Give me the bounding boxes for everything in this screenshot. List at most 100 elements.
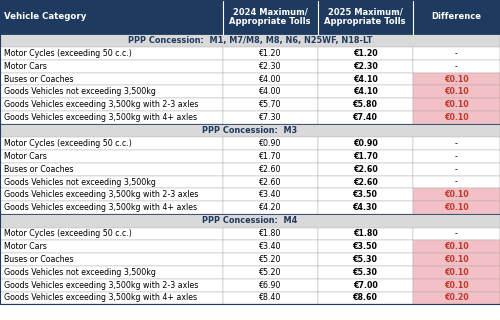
Bar <box>0 0 222 34</box>
Text: €4.30: €4.30 <box>352 203 378 212</box>
Text: €2.60: €2.60 <box>259 178 281 187</box>
Bar <box>222 73 318 85</box>
Bar <box>412 188 500 201</box>
Bar <box>222 85 318 98</box>
Bar <box>222 188 318 201</box>
Text: Buses or Coaches: Buses or Coaches <box>4 165 73 174</box>
Text: €0.90: €0.90 <box>352 139 378 148</box>
Bar <box>412 279 500 292</box>
Text: Motor Cycles (exceeding 50 c.c.): Motor Cycles (exceeding 50 c.c.) <box>4 49 132 58</box>
Bar <box>318 228 412 240</box>
Bar <box>0 228 222 240</box>
Text: Goods Vehicles exceeding 3,500kg with 4+ axles: Goods Vehicles exceeding 3,500kg with 4+… <box>4 113 197 122</box>
Text: €3.40: €3.40 <box>259 242 281 251</box>
Text: €0.10: €0.10 <box>444 113 468 122</box>
Bar <box>318 98 412 111</box>
Text: €0.10: €0.10 <box>444 75 468 84</box>
Text: €2.60: €2.60 <box>352 165 378 174</box>
Text: €3.40: €3.40 <box>259 190 281 199</box>
Text: €5.20: €5.20 <box>259 268 281 277</box>
Text: €1.70: €1.70 <box>352 152 378 161</box>
Bar <box>318 201 412 214</box>
Text: €1.80: €1.80 <box>259 229 281 238</box>
Bar <box>222 292 318 304</box>
Bar <box>412 176 500 188</box>
Text: €5.80: €5.80 <box>352 100 378 109</box>
Bar <box>318 279 412 292</box>
Text: -: - <box>455 229 458 238</box>
Text: €0.10: €0.10 <box>444 203 468 212</box>
Text: €1.80: €1.80 <box>352 229 378 238</box>
Text: €0.10: €0.10 <box>444 242 468 251</box>
Text: Buses or Coaches: Buses or Coaches <box>4 255 73 264</box>
Bar <box>0 73 222 85</box>
Bar <box>222 150 318 163</box>
Text: €2.30: €2.30 <box>259 62 281 71</box>
Text: Motor Cars: Motor Cars <box>4 62 47 71</box>
Text: €7.30: €7.30 <box>259 113 281 122</box>
Bar <box>318 188 412 201</box>
Bar <box>222 266 318 279</box>
Text: PPP Concession:  M1, M7/M8, M8, N6, N25WF, N18-LT: PPP Concession: M1, M7/M8, M8, N6, N25WF… <box>128 36 372 45</box>
Bar <box>412 228 500 240</box>
Text: -: - <box>455 152 458 161</box>
Text: PPP Concession:  M3: PPP Concession: M3 <box>202 126 298 135</box>
Text: €8.60: €8.60 <box>352 293 378 302</box>
Text: €1.20: €1.20 <box>352 49 378 58</box>
Bar <box>0 176 222 188</box>
Text: €2.30: €2.30 <box>352 62 378 71</box>
Text: Goods Vehicles not exceeding 3,500kg: Goods Vehicles not exceeding 3,500kg <box>4 178 156 187</box>
Text: €0.10: €0.10 <box>444 255 468 264</box>
Bar <box>412 253 500 266</box>
Text: €5.20: €5.20 <box>259 255 281 264</box>
Bar <box>0 253 222 266</box>
Text: Goods Vehicles exceeding 3,500kg with 2-3 axles: Goods Vehicles exceeding 3,500kg with 2-… <box>4 100 198 109</box>
Text: €0.90: €0.90 <box>259 139 281 148</box>
Bar <box>222 201 318 214</box>
Bar <box>412 98 500 111</box>
Text: €0.10: €0.10 <box>444 87 468 96</box>
Bar <box>0 111 222 124</box>
Text: €7.40: €7.40 <box>352 113 378 122</box>
Bar <box>222 0 318 34</box>
Bar <box>0 214 500 228</box>
Text: €4.00: €4.00 <box>259 87 281 96</box>
Bar <box>222 228 318 240</box>
Text: €5.30: €5.30 <box>352 255 378 264</box>
Text: €3.50: €3.50 <box>352 242 378 251</box>
Text: €6.90: €6.90 <box>259 281 281 290</box>
Text: €0.10: €0.10 <box>444 190 468 199</box>
Bar <box>222 137 318 150</box>
Text: €5.30: €5.30 <box>352 268 378 277</box>
Bar <box>318 176 412 188</box>
Text: €4.10: €4.10 <box>352 87 378 96</box>
Bar <box>318 137 412 150</box>
Bar <box>0 47 222 60</box>
Text: Buses or Coaches: Buses or Coaches <box>4 75 73 84</box>
Bar <box>222 176 318 188</box>
Bar <box>412 60 500 73</box>
Bar <box>318 85 412 98</box>
Bar <box>0 137 222 150</box>
Bar <box>318 163 412 176</box>
Bar <box>318 47 412 60</box>
Text: Motor Cycles (exceeding 50 c.c.): Motor Cycles (exceeding 50 c.c.) <box>4 139 132 148</box>
Text: Motor Cars: Motor Cars <box>4 242 47 251</box>
Bar <box>0 98 222 111</box>
Text: Goods Vehicles exceeding 3,500kg with 2-3 axles: Goods Vehicles exceeding 3,500kg with 2-… <box>4 190 198 199</box>
Text: €3.50: €3.50 <box>352 190 378 199</box>
Text: -: - <box>455 139 458 148</box>
Text: €0.20: €0.20 <box>444 293 468 302</box>
Bar <box>222 47 318 60</box>
Bar <box>222 111 318 124</box>
Bar <box>0 266 222 279</box>
Bar <box>318 150 412 163</box>
Text: €4.20: €4.20 <box>259 203 281 212</box>
Text: Goods Vehicles exceeding 3,500kg with 4+ axles: Goods Vehicles exceeding 3,500kg with 4+… <box>4 293 197 302</box>
Bar <box>318 253 412 266</box>
Text: €2.60: €2.60 <box>259 165 281 174</box>
Bar <box>412 0 500 34</box>
Bar <box>0 240 222 253</box>
Bar <box>412 73 500 85</box>
Text: Goods Vehicles exceeding 3,500kg with 4+ axles: Goods Vehicles exceeding 3,500kg with 4+… <box>4 203 197 212</box>
